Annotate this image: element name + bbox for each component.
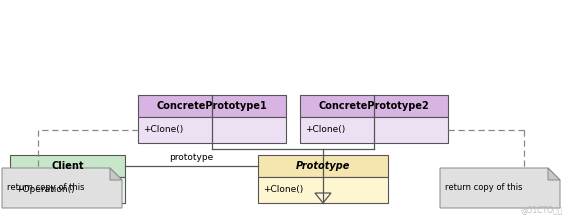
Bar [300,117,448,143]
Text: +Clone(): +Clone() [305,125,345,134]
Text: Client: Client [52,161,84,171]
Text: return copy of this: return copy of this [445,184,522,192]
Text: ConcretePrototype2: ConcretePrototype2 [319,101,430,111]
Bar [138,117,286,143]
Polygon shape [548,168,560,180]
Text: Prototype: Prototype [296,161,350,171]
Text: prototype: prototype [169,153,213,162]
Text: +Operation(): +Operation() [15,185,75,194]
Bar [300,95,448,117]
Text: @51CTO博客: @51CTO博客 [521,205,563,214]
Text: return copy of this: return copy of this [7,184,84,192]
Text: +Clone(): +Clone() [143,125,183,134]
Bar [258,155,388,177]
Text: ConcretePrototype1: ConcretePrototype1 [157,101,267,111]
Polygon shape [110,168,122,180]
Text: +Clone(): +Clone() [263,185,303,194]
Polygon shape [2,168,122,208]
Bar [10,155,125,177]
Bar [138,95,286,117]
Bar [10,177,125,203]
Bar [258,177,388,203]
Polygon shape [440,168,560,208]
